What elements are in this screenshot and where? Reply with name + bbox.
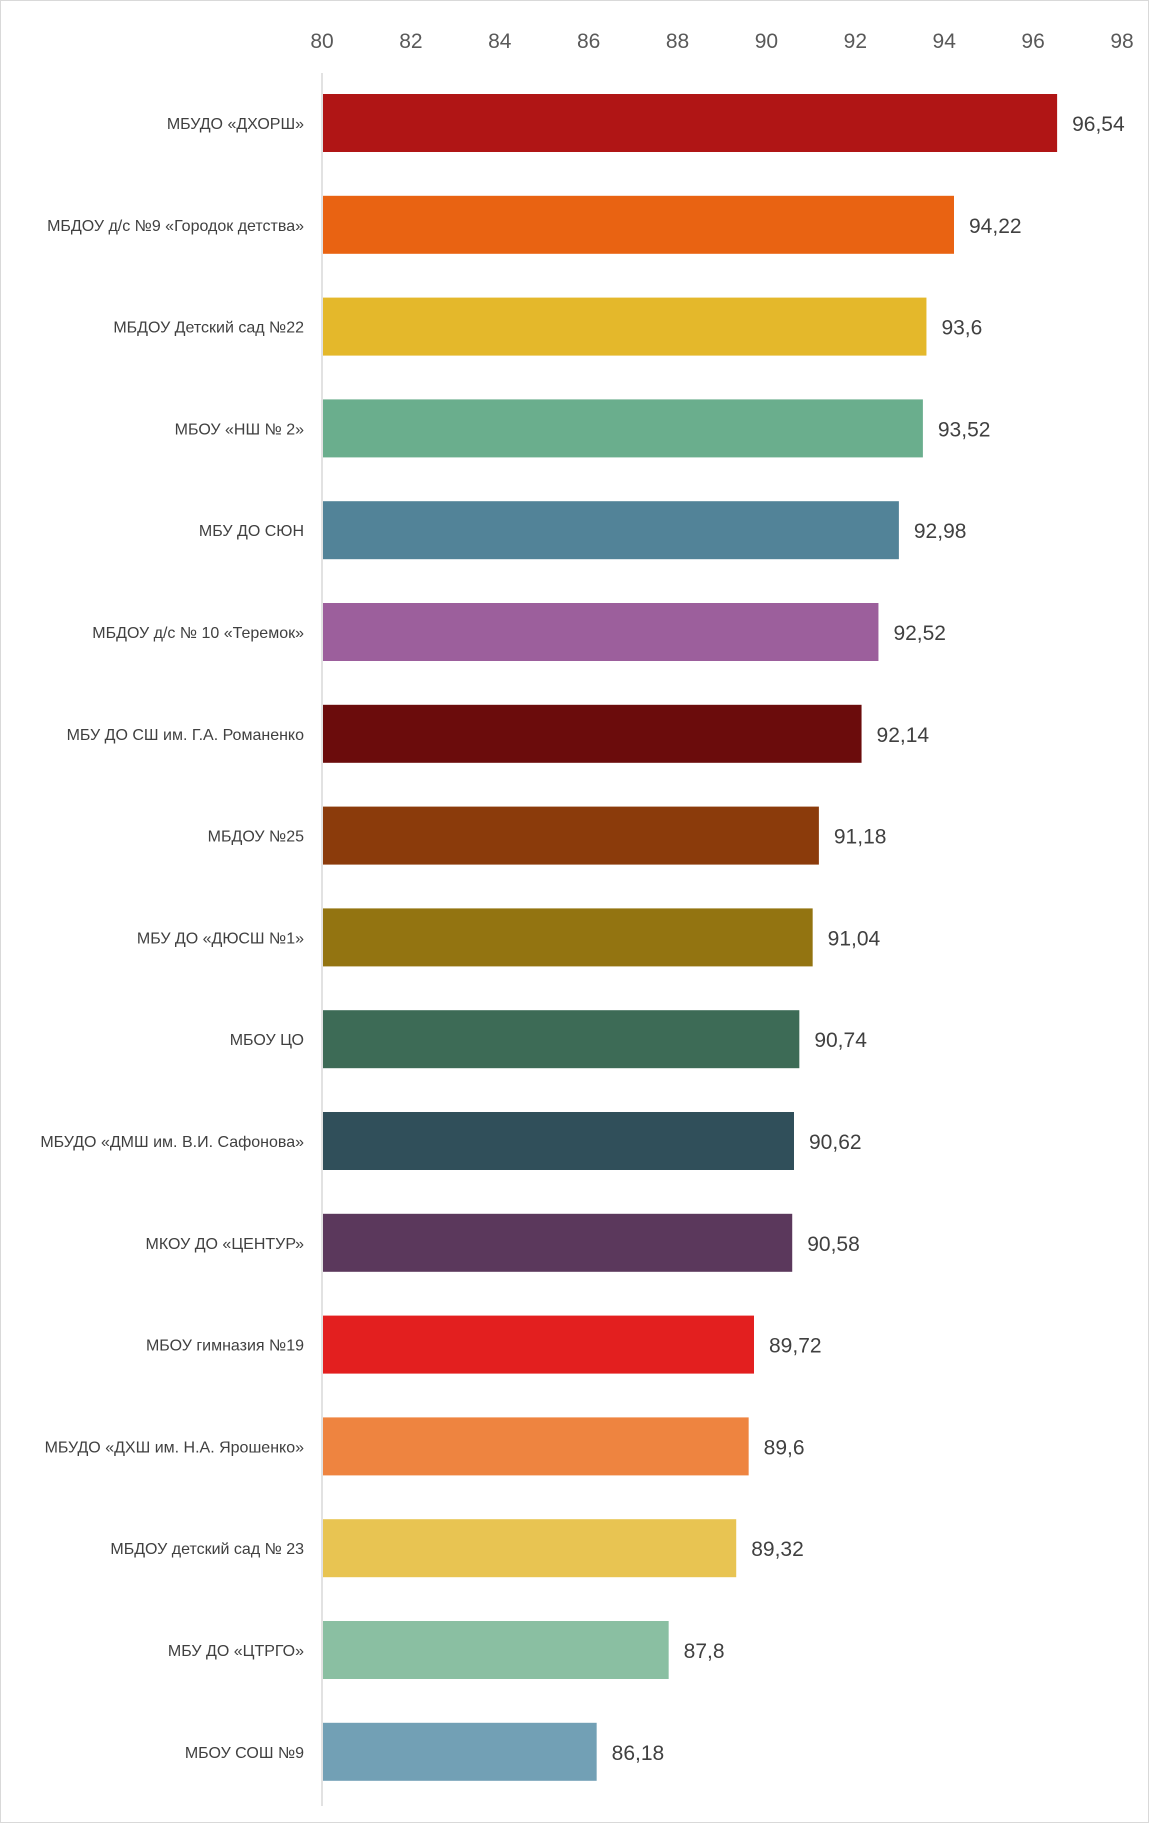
- data-label: 92,52: [893, 622, 946, 645]
- category-label: МБОУ СОШ №9: [185, 1745, 304, 1762]
- bar: [323, 908, 813, 967]
- bar: [323, 806, 819, 865]
- bar: [323, 94, 1058, 152]
- category-label: МБДОУ детский сад № 23: [110, 1541, 304, 1558]
- data-label: 89,72: [769, 1335, 822, 1358]
- category-label: МБОУ ЦО: [230, 1032, 304, 1049]
- category-label: МБУ ДО СЮН: [199, 523, 304, 540]
- category-label: МБОУ «НШ № 2»: [175, 421, 304, 438]
- category-label: МБУДО «ДХОРШ»: [167, 116, 304, 133]
- category-label: МБУДО «ДМШ им. В.И. Сафонова»: [40, 1134, 304, 1151]
- data-label: 87,8: [684, 1640, 725, 1663]
- bar: [323, 1315, 754, 1374]
- x-tick-label: 82: [399, 30, 422, 53]
- category-label: МБДОУ д/с №9 «Городок детства»: [47, 218, 304, 235]
- data-label: 96,54: [1072, 113, 1125, 136]
- bar: [323, 297, 927, 356]
- bars: [323, 94, 1058, 1781]
- bar: [323, 1010, 800, 1069]
- bar: [323, 1621, 669, 1679]
- data-label: 92,14: [877, 724, 930, 747]
- category-label: МБУ ДО «ЦТРГО»: [168, 1643, 304, 1660]
- data-label: 94,22: [969, 215, 1022, 238]
- x-tick-label: 96: [1021, 30, 1044, 53]
- category-label: МКОУ ДО «ЦЕНТУР»: [146, 1236, 305, 1253]
- data-label: 93,52: [938, 418, 991, 441]
- category-label: МБДОУ д/с № 10 «Теремок»: [92, 625, 304, 642]
- data-label: 91,04: [828, 927, 881, 950]
- data-label: 89,6: [764, 1436, 805, 1459]
- bar: [323, 603, 879, 661]
- bar: [323, 1722, 597, 1781]
- bar: [323, 1417, 749, 1476]
- bar: [323, 195, 954, 254]
- x-tick-label: 80: [310, 30, 333, 53]
- category-label: МБУДО «ДХШ им. Н.А. Ярошенко»: [45, 1439, 305, 1456]
- category-label: МБУ ДО «ДЮСШ №1»: [137, 930, 304, 947]
- bar: [323, 1519, 737, 1578]
- data-label: 93,6: [941, 317, 982, 340]
- data-label: 90,62: [809, 1131, 862, 1154]
- bar: [323, 501, 899, 560]
- x-tick-label: 88: [666, 30, 689, 53]
- x-tick-label: 84: [488, 30, 512, 53]
- data-label: 90,74: [814, 1029, 867, 1052]
- bar: [323, 399, 923, 458]
- category-label: МБОУ гимназия №19: [146, 1338, 304, 1355]
- category-labels: МБУДО «ДХОРШ» МБДОУ д/с №9 «Городок детст…: [40, 116, 304, 1762]
- data-label: 86,18: [612, 1742, 665, 1765]
- data-label: 92,98: [914, 520, 967, 543]
- category-label: МБДОУ №25: [208, 829, 304, 846]
- data-label: 90,58: [807, 1233, 860, 1256]
- x-tick-label: 90: [755, 30, 778, 53]
- data-label: 89,32: [751, 1538, 804, 1561]
- x-tick-label: 92: [844, 30, 867, 53]
- x-tick-label: 86: [577, 30, 600, 53]
- bar: [323, 1112, 794, 1170]
- x-tick-label: 94: [933, 30, 957, 53]
- bar: [323, 1213, 793, 1272]
- category-label: МБУ ДО СШ им. Г.А. Романенко: [67, 727, 305, 744]
- value-labels: 96,54 94,22 93,6 93,52 92,98 92,52 92,14 91,18 9…: [612, 113, 1125, 1765]
- data-label: 91,18: [834, 826, 887, 849]
- x-axis-ticks: 80 82 84 86 88 90 92 94 96 98: [310, 30, 1133, 53]
- bar: [323, 704, 862, 763]
- x-tick-label: 98: [1110, 30, 1133, 53]
- category-label: МБДОУ Детский сад №22: [113, 320, 304, 337]
